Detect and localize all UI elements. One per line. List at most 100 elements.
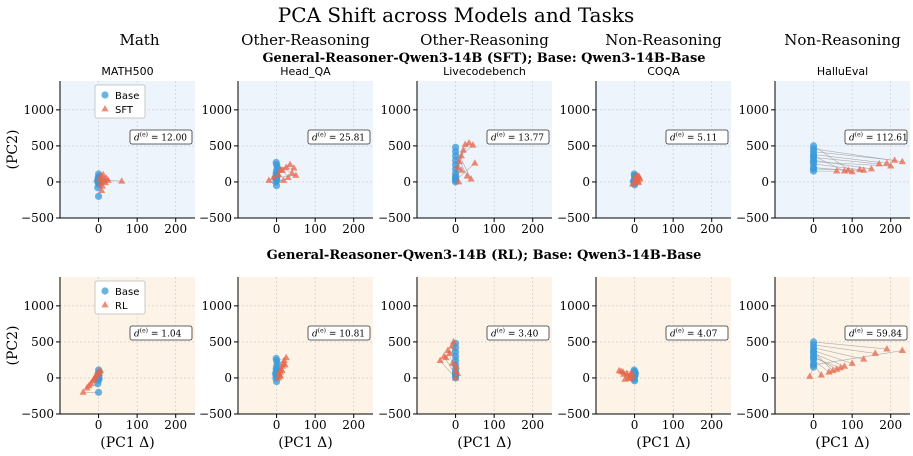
x-tick-label: 0 [631,222,639,236]
y-tick-label: 500 [31,335,54,349]
y-tick-label: 500 [388,139,411,153]
shifted-point [98,186,106,193]
shifted-point [442,353,450,361]
shifted-point [848,359,856,366]
y-tick-label: 0 [224,371,232,385]
y-axis-label: (PC2) [5,130,21,170]
shift-distance-label: d(e) = 112.61 [849,132,908,144]
shift-connector [813,154,887,164]
shift-distance-box [307,325,371,341]
legend-base-marker [101,91,109,99]
shifted-point [883,345,891,352]
shifted-point [292,171,300,178]
row-1-title: General-Reasoner-Qwen3-14B (SFT); Base: … [262,51,705,66]
shifted-point [860,166,868,173]
shifted-point [455,177,463,185]
shift-connector [813,145,853,173]
shift-connector [813,155,845,172]
shift-connector [813,347,864,360]
shift-distance-box [307,129,371,145]
y-tick-label: −500 [557,407,590,421]
shifted-point [871,349,879,356]
shifted-point [288,169,296,176]
base-point [809,142,818,150]
shifted-point [457,151,465,159]
panel-subtitle: HalluEval [817,65,868,78]
x-tick-label: 200 [700,222,723,236]
y-tick-label: −500 [736,211,769,225]
y-tick-label: 1000 [738,299,769,313]
shifted-point [867,164,876,172]
y-tick-label: 1000 [559,299,590,313]
x-tick-label: 200 [700,418,723,432]
shifted-point [840,167,849,174]
x-tick-label: 0 [273,222,281,236]
shift-connector [813,341,887,350]
y-tick-label: 500 [567,335,590,349]
legend-base-marker [101,287,109,295]
shifted-point [448,359,457,366]
shift-distance-label: d(e) = 59.84 [849,328,902,340]
y-tick-label: 0 [761,371,769,385]
x-tick-label: 100 [841,418,864,432]
shifted-point [278,366,286,374]
shifted-point [620,370,628,377]
panel-subtitle: MATH500 [101,65,153,78]
column-category-3: Other-Reasoning [420,31,549,49]
y-tick-label: 0 [46,371,54,385]
shifted-point [99,170,107,178]
shifted-point [452,362,460,369]
plot-background [596,81,731,218]
shifted-point [455,157,464,165]
y-tick-label: 500 [209,139,232,153]
x-tick-label: 100 [126,222,149,236]
panel-subtitle: Head_QA [280,65,331,78]
x-tick-label: 200 [879,418,902,432]
shifted-point [91,372,100,379]
shifted-point [96,175,104,182]
x-tick-label: 0 [273,418,281,432]
base-point [809,348,818,356]
shifted-point [463,172,471,179]
y-tick-label: 0 [761,175,769,189]
shifted-point [469,141,477,148]
panel-r2-c3: −500 0 500 1000 0 100 200 d(e) = 3.40 (PC1 Δ) [378,277,552,451]
shifted-point [817,371,825,378]
shifted-point [898,346,906,353]
x-tick-label: 200 [164,222,187,236]
base-point [809,152,818,160]
base-point [94,388,103,396]
shifted-point [446,349,454,356]
y-tick-label: 1000 [23,103,54,117]
x-tick-label: 0 [95,222,103,236]
shifted-point [450,337,458,345]
plot-background [417,81,552,218]
base-point [451,174,460,182]
legend-shifted-marker [101,105,109,112]
x-tick-label: 100 [662,222,685,236]
base-point [809,361,818,369]
shifted-point [436,356,444,364]
shift-connector [813,148,903,163]
shifted-point [85,381,93,389]
panel-r1-c3: −500 0 500 1000 0 100 200 Livecodebench d(e) = 1… [378,65,552,236]
legend-base-label: Base [115,287,139,298]
shift-distance-label: d(e) = 4.07 [670,328,718,340]
shift-connector [813,357,841,369]
shifted-point [269,173,278,181]
x-axis-label: (PC1 Δ) [100,435,155,451]
column-category-1: Math [120,31,160,49]
shifted-point [95,369,103,377]
shifted-point [875,159,883,167]
shifted-point [79,388,87,395]
x-axis-label: (PC1 Δ) [278,435,333,451]
panel-r1-c1: −500 0 500 1000 0 100 200 MATH500 d(e) = 12.00 Ba… [5,65,195,236]
panel-r2-c5: −500 0 500 1000 0 100 200 d(e) = 59.84 (PC1 Δ) [736,277,910,451]
shifted-point [467,175,475,182]
shifted-point [860,355,868,362]
shifted-point [101,178,110,186]
y-tick-label: −500 [21,407,54,421]
column-category-4: Non-Reasoning [605,31,722,49]
x-tick-label: 0 [631,418,639,432]
base-point [809,354,818,362]
